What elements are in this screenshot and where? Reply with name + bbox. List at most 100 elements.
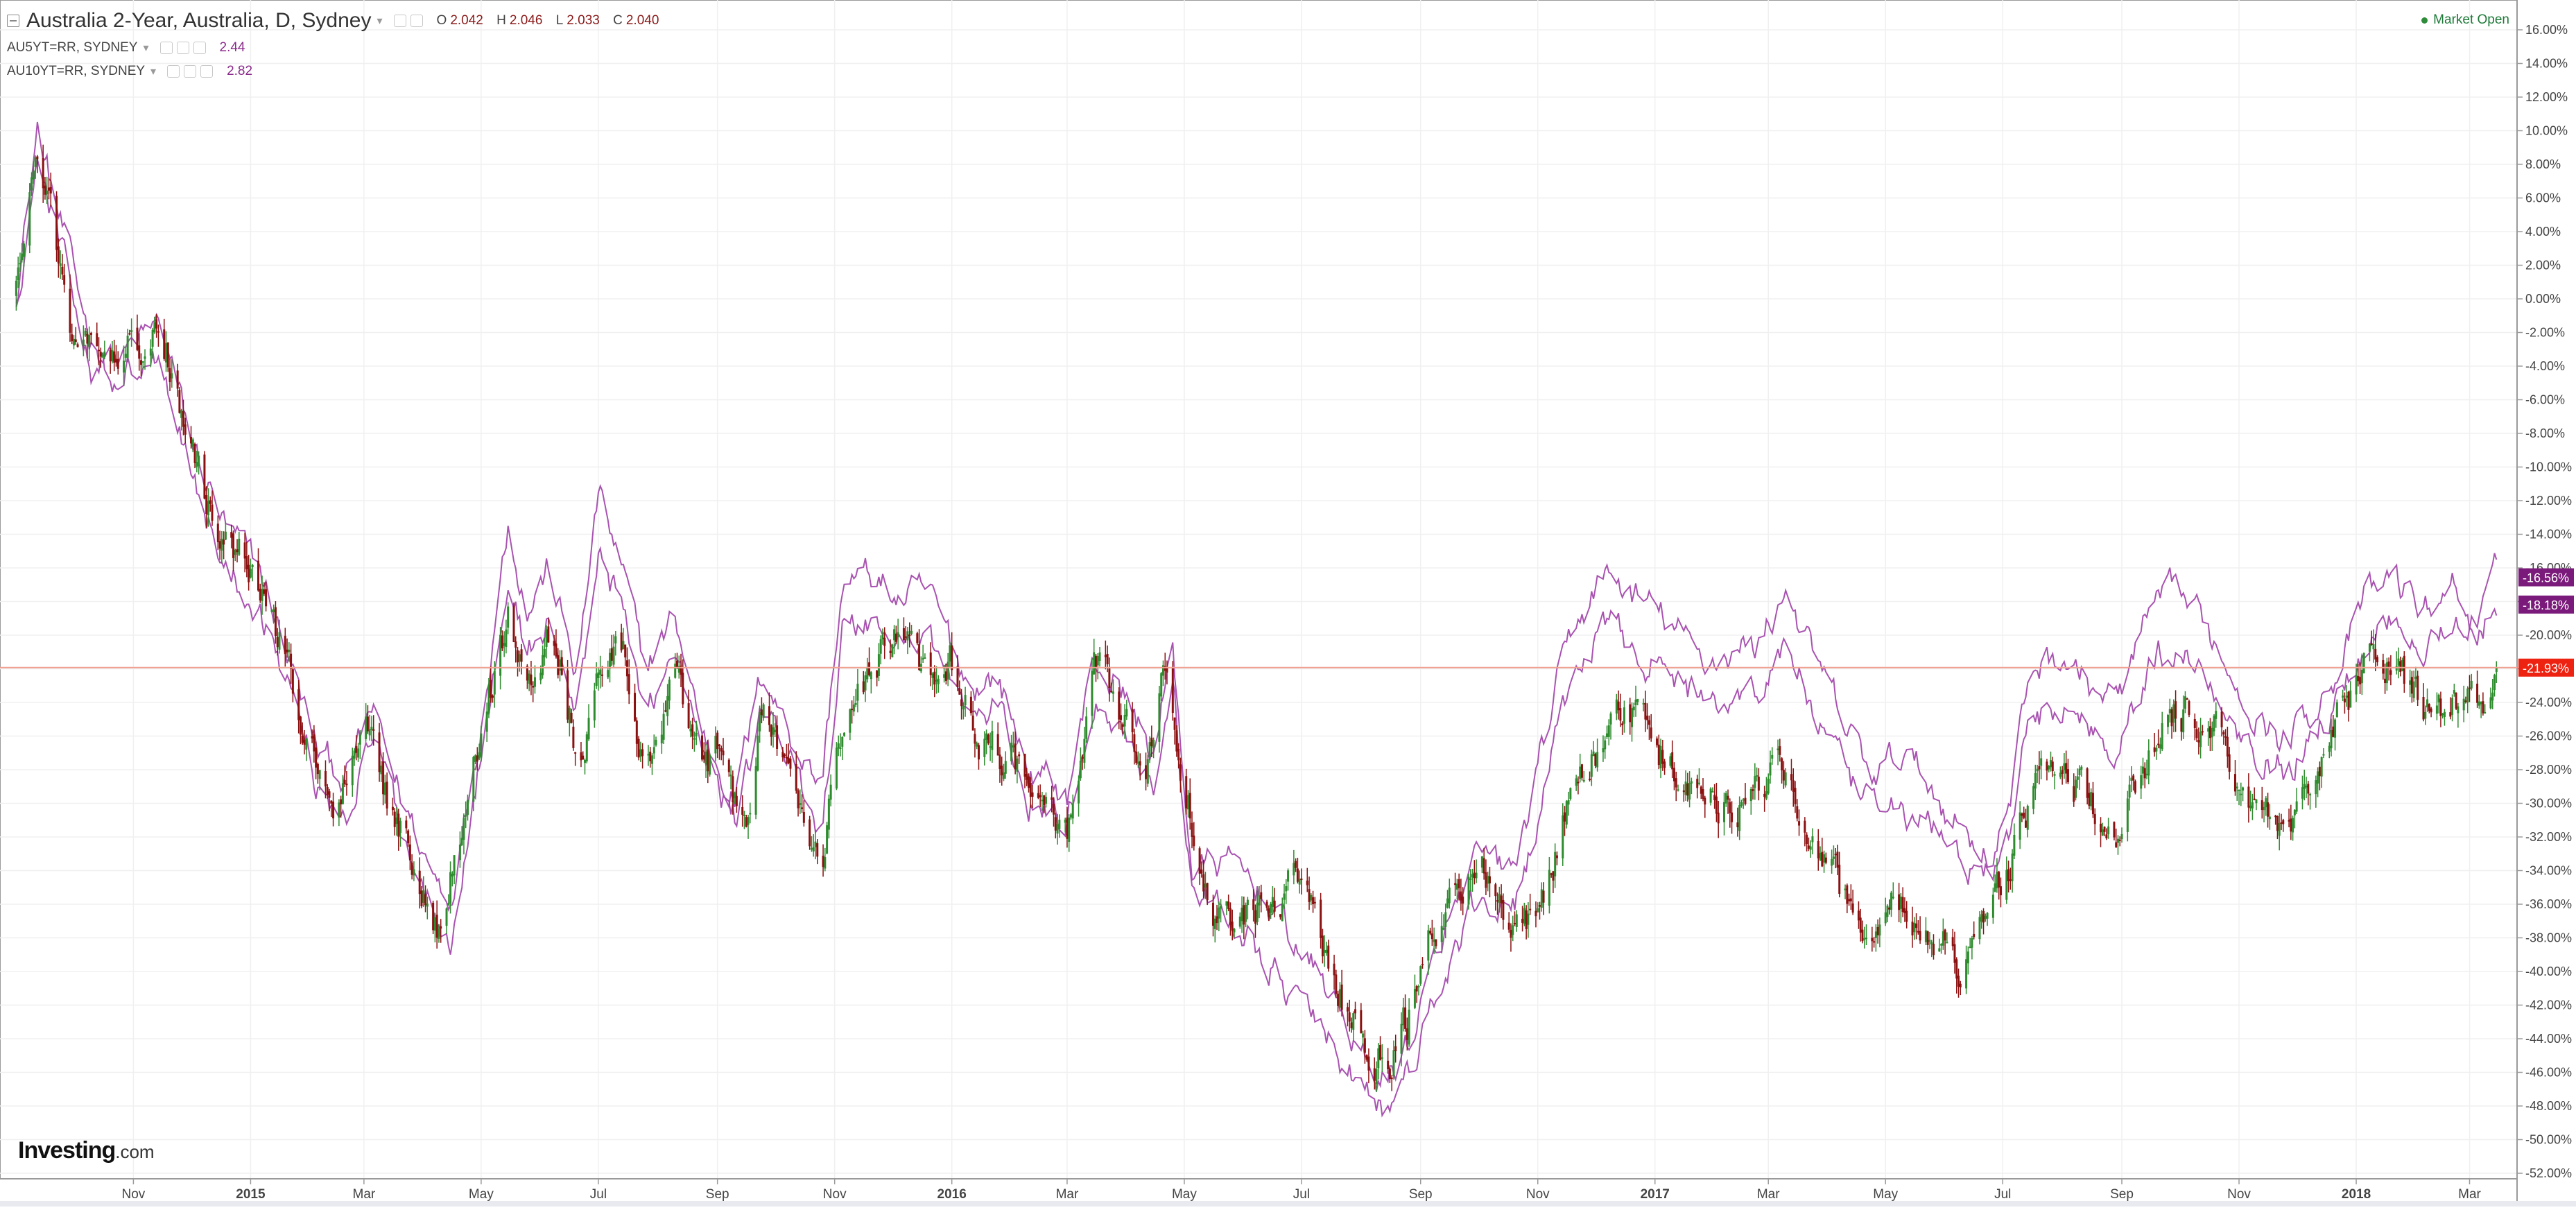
candle-body[interactable] <box>1191 822 1193 837</box>
candle-body[interactable] <box>2168 709 2171 714</box>
candle-body[interactable] <box>1270 904 1272 913</box>
candle-body[interactable] <box>433 917 436 931</box>
candle-body[interactable] <box>2322 754 2325 756</box>
candle-body[interactable] <box>358 734 361 745</box>
candle-body[interactable] <box>2397 658 2400 666</box>
candle-body[interactable] <box>555 643 557 657</box>
candle-body[interactable] <box>735 795 738 806</box>
candle-body[interactable] <box>560 657 563 675</box>
candle-body[interactable] <box>73 338 76 346</box>
candle-body[interactable] <box>98 349 101 352</box>
candle-body[interactable] <box>1580 764 1583 778</box>
candle-body[interactable] <box>781 752 784 758</box>
candle-body[interactable] <box>2195 729 2198 738</box>
candle-body[interactable] <box>1375 1069 1378 1084</box>
candle-body[interactable] <box>1121 724 1124 727</box>
candle-body[interactable] <box>2048 766 2050 770</box>
candle-body[interactable] <box>1179 764 1182 781</box>
candle-body[interactable] <box>1051 797 1053 800</box>
candle-body[interactable] <box>2197 740 2200 743</box>
candle-body[interactable] <box>2457 706 2460 714</box>
candle-body[interactable] <box>184 424 187 435</box>
candle-body[interactable] <box>1480 856 1483 868</box>
candle-body[interactable] <box>2238 790 2240 792</box>
candle-body[interactable] <box>2399 661 2402 672</box>
candle-body[interactable] <box>680 666 682 675</box>
candle-body[interactable] <box>1806 834 1808 845</box>
candle-body[interactable] <box>597 672 600 678</box>
candle-body[interactable] <box>2495 667 2498 673</box>
candle-body[interactable] <box>1003 772 1005 779</box>
candle-body[interactable] <box>539 673 542 681</box>
candle-body[interactable] <box>1659 745 1662 769</box>
candle-body[interactable] <box>2384 678 2387 684</box>
candle-body[interactable] <box>2449 712 2452 717</box>
candle-body[interactable] <box>1980 914 1983 922</box>
candle-body[interactable] <box>47 187 50 191</box>
candle-body[interactable] <box>987 734 989 744</box>
candle-body[interactable] <box>61 266 64 275</box>
candle-body[interactable] <box>2061 770 2064 774</box>
candle-body[interactable] <box>1079 760 1082 779</box>
candle-body[interactable] <box>480 733 483 757</box>
candle-body[interactable] <box>1427 930 1430 961</box>
candle-body[interactable] <box>662 714 665 740</box>
candle-body[interactable] <box>1327 945 1330 969</box>
candle-body[interactable] <box>570 712 573 723</box>
candle-body[interactable] <box>1023 754 1026 777</box>
candle-body[interactable] <box>964 695 967 706</box>
candle-body[interactable] <box>1467 876 1470 905</box>
candle-body[interactable] <box>2126 798 2129 832</box>
candle-body[interactable] <box>1043 795 1046 805</box>
candle-body[interactable] <box>55 196 58 250</box>
candle-body[interactable] <box>141 361 144 363</box>
candle-body[interactable] <box>1014 743 1017 770</box>
candle-body[interactable] <box>507 606 510 628</box>
candle-body[interactable] <box>996 734 999 756</box>
candle-body[interactable] <box>720 747 723 752</box>
candle-body[interactable] <box>2090 792 2093 806</box>
candle-body[interactable] <box>82 339 85 347</box>
candle-body[interactable] <box>1381 1057 1383 1059</box>
candle-body[interactable] <box>1081 756 1084 759</box>
candle-body[interactable] <box>635 720 638 744</box>
candle-body[interactable] <box>814 841 817 847</box>
candle-body[interactable] <box>1865 937 1868 940</box>
candle-body[interactable] <box>2186 698 2188 700</box>
candle-body[interactable] <box>1539 905 1541 907</box>
candle-body[interactable] <box>1644 702 1647 720</box>
candle-body[interactable] <box>1469 878 1472 880</box>
candle-body[interactable] <box>2211 727 2213 738</box>
candle-body[interactable] <box>1986 913 1989 919</box>
candle-body[interactable] <box>1354 1009 1357 1014</box>
candle-body[interactable] <box>1150 737 1153 747</box>
candle-body[interactable] <box>841 736 844 747</box>
candle-body[interactable] <box>1273 900 1276 912</box>
candle-body[interactable] <box>949 645 951 662</box>
candle-body[interactable] <box>1488 876 1491 883</box>
candle-body[interactable] <box>245 556 248 569</box>
candle-body[interactable] <box>624 644 627 658</box>
candle-body[interactable] <box>447 903 450 906</box>
candle-body[interactable] <box>1567 800 1570 805</box>
candle-body[interactable] <box>1164 666 1166 671</box>
candle-body[interactable] <box>889 650 892 653</box>
candle-body[interactable] <box>383 782 386 795</box>
candle-body[interactable] <box>946 662 949 680</box>
candle-body[interactable] <box>1836 852 1839 868</box>
candle-body[interactable] <box>136 327 139 350</box>
candle-body[interactable] <box>386 781 388 809</box>
candle-body[interactable] <box>2417 675 2419 700</box>
candle-body[interactable] <box>1955 959 1958 979</box>
candle-body[interactable] <box>2334 719 2337 738</box>
candle-body[interactable] <box>1031 792 1034 797</box>
candle-body[interactable] <box>22 243 25 257</box>
candle-body[interactable] <box>1672 768 1675 781</box>
candle-body[interactable] <box>1769 762 1772 776</box>
settings-icon[interactable] <box>393 15 406 27</box>
candle-body[interactable] <box>1213 918 1216 929</box>
candle-body[interactable] <box>2430 708 2432 713</box>
candle-body[interactable] <box>2435 705 2438 714</box>
candle-body[interactable] <box>1016 758 1019 772</box>
candle-body[interactable] <box>2469 687 2471 689</box>
